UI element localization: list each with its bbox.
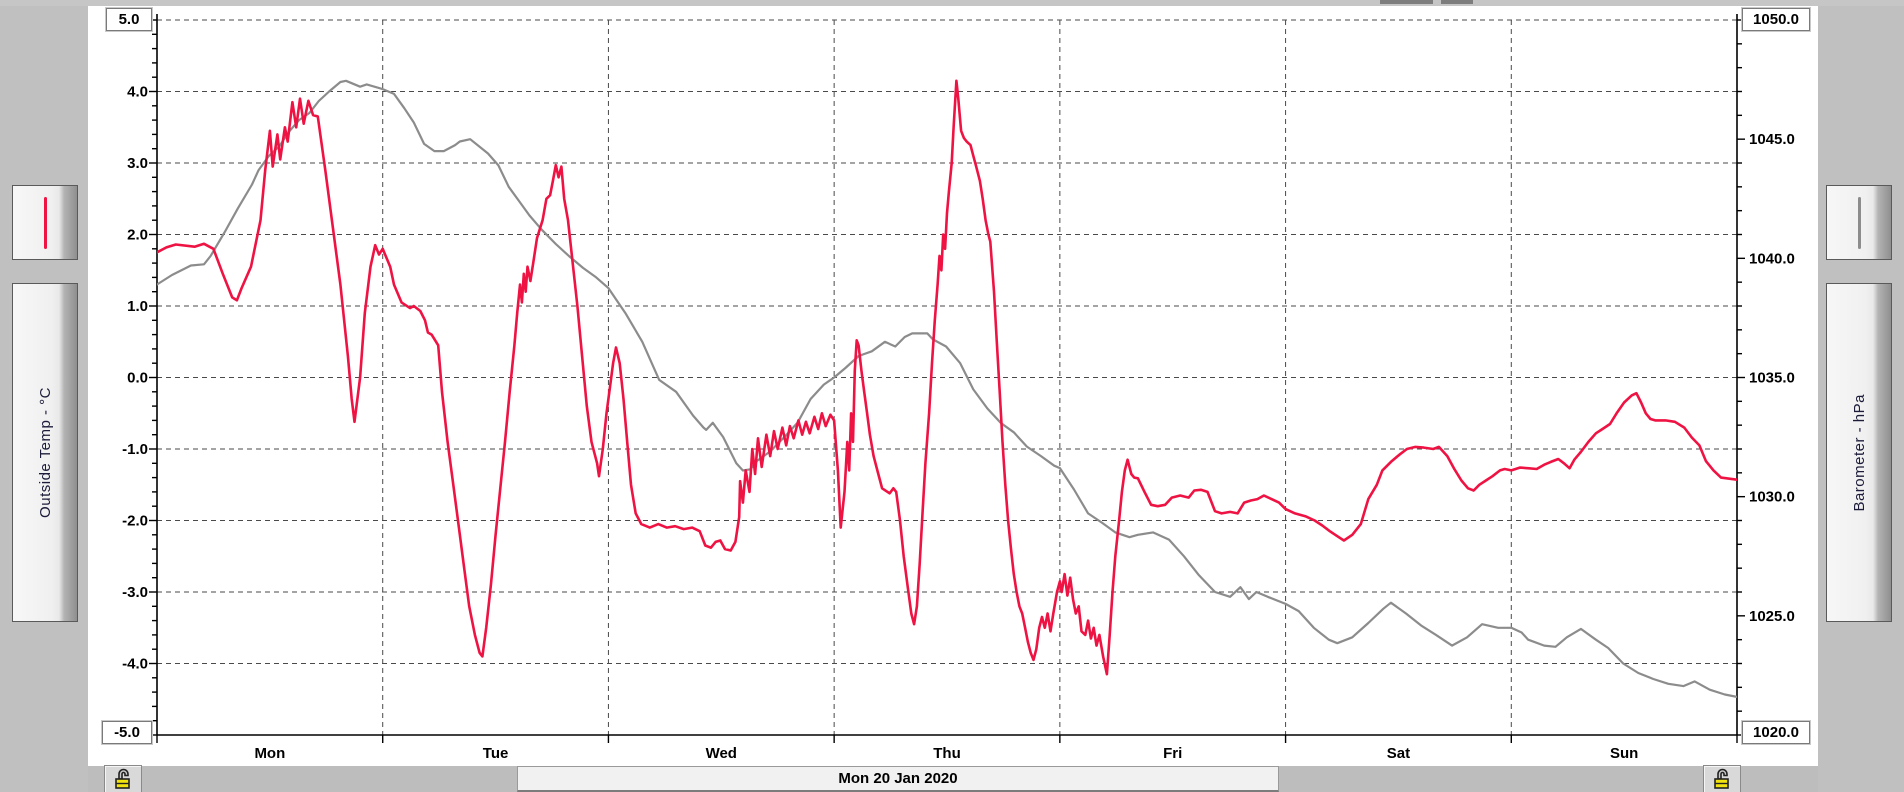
temperature-line (157, 79, 1737, 676)
date-range-label: Mon 20 Jan 2020 (838, 770, 958, 787)
temperature-legend-button[interactable] (12, 185, 78, 260)
axis-tick-labels: 4.0 3.0 2.0 1.0 0.0 -1.0 -2.0 -3.0 -4.0 1045.0 104… (122, 84, 1795, 763)
temp-tick-label: 3.0 (127, 155, 148, 172)
baro-tick-label: 1030.0 (1749, 489, 1795, 506)
barometer-legend-swatch (1857, 196, 1861, 249)
temp-tick-label: -2.0 (122, 513, 148, 530)
day-label: Fri (1163, 745, 1182, 762)
barometer-axis-label: Barometer - hPa (1850, 393, 1868, 512)
top-edge-segment (1380, 0, 1433, 4)
temp-tick-label: -1.0 (122, 441, 148, 458)
time-scrollbar-thumb[interactable]: Mon 20 Jan 2020 (517, 766, 1279, 792)
top-edge-segment (1441, 0, 1473, 4)
temperature-axis-button[interactable]: Outside Temp - °C (12, 283, 78, 622)
padlock-open-icon (1714, 768, 1729, 789)
baro-tick-label: 1035.0 (1749, 370, 1795, 387)
day-label: Tue (483, 745, 509, 762)
top-window-edge (0, 0, 1904, 6)
temperature-axis-label: Outside Temp - °C (36, 387, 54, 518)
axis-ticks (149, 19, 1745, 743)
temperature-legend-swatch (43, 196, 47, 249)
baro-axis-max-field[interactable]: 1050.0 (1741, 7, 1811, 32)
temp-tick-label: 1.0 (127, 298, 148, 315)
baro-tick-label: 1045.0 (1749, 131, 1795, 148)
barometer-axis-button[interactable]: Barometer - hPa (1826, 283, 1892, 622)
day-label: Mon (254, 745, 285, 762)
barometer-legend-button[interactable] (1826, 185, 1892, 260)
baro-tick-label: 1025.0 (1749, 608, 1795, 625)
temp-tick-label: 0.0 (127, 370, 148, 387)
day-label: Sun (1610, 745, 1638, 762)
right-lock-button[interactable] (1703, 765, 1741, 792)
temp-tick-label: 2.0 (127, 227, 148, 244)
temp-tick-label: -3.0 (122, 584, 148, 601)
gridlines (157, 19, 1737, 735)
temp-tick-label: 4.0 (127, 84, 148, 101)
day-label: Wed (706, 745, 737, 762)
day-label: Sat (1387, 745, 1410, 762)
temp-tick-label: -4.0 (122, 656, 148, 673)
padlock-open-icon (115, 768, 130, 789)
baro-axis-min-field[interactable]: 1020.0 (1741, 720, 1811, 745)
baro-tick-label: 1040.0 (1749, 250, 1795, 267)
left-lock-button[interactable] (104, 765, 142, 792)
day-label: Thu (933, 745, 961, 762)
temp-axis-min-field[interactable]: -5.0 (101, 720, 153, 745)
barometer-line (157, 79, 1737, 699)
series-group (157, 79, 1737, 699)
temp-axis-max-field[interactable]: 5.0 (105, 7, 153, 32)
